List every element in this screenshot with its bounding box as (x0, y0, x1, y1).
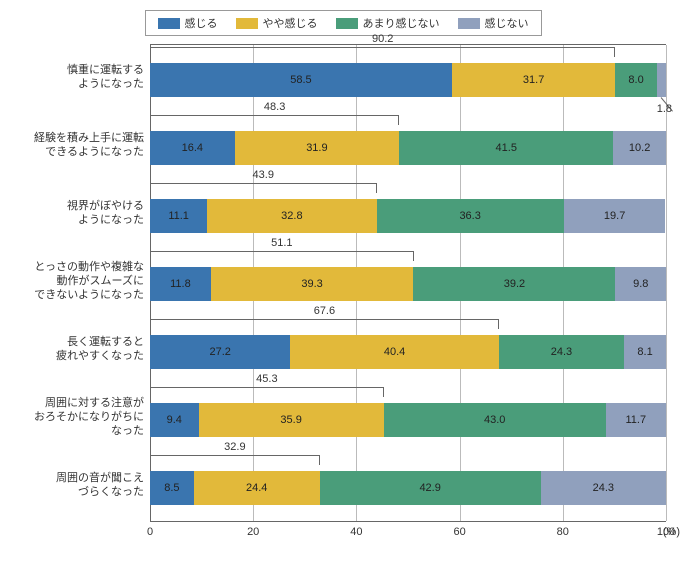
bar-row: 32.98.524.442.924.3 (150, 453, 666, 521)
bar-row: 43.911.132.836.319.7 (150, 181, 666, 249)
sum-bracket (150, 455, 320, 465)
bar-segment: 58.5 (150, 63, 452, 97)
sum-bracket (150, 115, 399, 125)
bar-segment: 19.7 (564, 199, 666, 233)
sum-bracket-label: 43.9 (253, 169, 274, 181)
gridline (666, 45, 667, 521)
bar-segment: 9.8 (615, 267, 666, 301)
stacked-bar: 16.431.941.510.2 (150, 131, 666, 165)
category-label: 慎重に運転するようになった (20, 44, 150, 112)
sum-bracket (150, 251, 414, 261)
bar-segment: 9.4 (150, 403, 199, 437)
bar-segment: 39.2 (413, 267, 615, 301)
bar-segment: 24.4 (194, 471, 320, 505)
category-label: 長く運転すると疲れやすくなった (20, 316, 150, 384)
legend-item: 感じる (158, 15, 218, 31)
bar-segment: 36.3 (377, 199, 564, 233)
bar-segment: 41.5 (399, 131, 613, 165)
stacked-bar: 27.240.424.38.1 (150, 335, 666, 369)
sum-bracket (150, 47, 615, 57)
legend-swatch (336, 18, 358, 29)
sum-bracket-label: 67.6 (314, 305, 335, 317)
category-label: 視界がぼやけるようになった (20, 180, 150, 248)
x-tick: 60 (453, 526, 465, 538)
bar-segment: 11.8 (150, 267, 211, 301)
x-tick: 100 (657, 526, 675, 538)
x-tick: 20 (247, 526, 259, 538)
category-label: 周囲に対する注意がおろそかになりがちになった (20, 384, 150, 452)
bar-segment: 32.8 (207, 199, 376, 233)
bar-row: 51.111.839.339.29.8 (150, 249, 666, 317)
legend-swatch (158, 18, 180, 29)
bar-segment: 8.1 (624, 335, 666, 369)
bar-segment: 16.4 (150, 131, 235, 165)
x-tick: 80 (557, 526, 569, 538)
bar-segment: 11.1 (150, 199, 207, 233)
sum-bracket-label: 51.1 (271, 237, 292, 249)
legend-item: あまり感じない (336, 15, 440, 31)
bar-row: 67.627.240.424.38.1 (150, 317, 666, 385)
bars-area: 90.258.531.78.01.848.316.431.941.510.243… (150, 44, 666, 522)
sum-bracket-label: 45.3 (256, 373, 277, 385)
bar-segment: 31.9 (235, 131, 400, 165)
bar-segment: 24.3 (541, 471, 666, 505)
sum-bracket (150, 319, 499, 329)
bar-segment: 39.3 (211, 267, 414, 301)
category-label: 周囲の音が聞こえづらくなった (20, 452, 150, 520)
sum-bracket (150, 183, 377, 193)
stacked-bar: 11.839.339.29.8 (150, 267, 666, 301)
legend-label: あまり感じない (363, 15, 440, 31)
x-tick: 0 (147, 526, 153, 538)
category-label: とっさの動作や複雑な動作がスムーズにできないようになった (20, 248, 150, 316)
bar-segment: 11.7 (606, 403, 666, 437)
legend-label: 感じない (485, 15, 529, 31)
bar-segment: 8.0 (615, 63, 656, 97)
bar-segment: 24.3 (499, 335, 624, 369)
bar-segment: 27.2 (150, 335, 290, 369)
plot-area: 慎重に運転するようになった経験を積み上手に運転できるようになった視界がぼやけるよ… (20, 44, 666, 522)
stacked-bar: 8.524.442.924.3 (150, 471, 666, 505)
bar-segment: 31.7 (452, 63, 616, 97)
stacked-bar-chart: 感じる やや感じる あまり感じない 感じない 慎重に運転するようになった経験を積… (0, 0, 686, 571)
legend-label: 感じる (185, 15, 218, 31)
bar-segment: 35.9 (199, 403, 384, 437)
sum-bracket-label: 48.3 (264, 101, 285, 113)
x-axis: (%) 020406080100 (150, 522, 666, 546)
x-tick: 40 (350, 526, 362, 538)
legend: 感じる やや感じる あまり感じない 感じない (145, 10, 542, 36)
stacked-bar: 11.132.836.319.7 (150, 199, 666, 233)
legend-item: 感じない (458, 15, 529, 31)
legend-swatch (236, 18, 258, 29)
sum-bracket-label: 90.2 (372, 33, 393, 45)
bar-segment: 8.5 (150, 471, 194, 505)
bar-segment: 40.4 (290, 335, 498, 369)
bar-row: 48.316.431.941.510.2 (150, 113, 666, 181)
sum-bracket-label: 32.9 (224, 441, 245, 453)
legend-label: やや感じる (263, 15, 318, 31)
bar-segment: 10.2 (613, 131, 666, 165)
bar-segment: 42.9 (320, 471, 541, 505)
bar-segment: 43.0 (384, 403, 606, 437)
y-axis-labels: 慎重に運転するようになった経験を積み上手に運転できるようになった視界がぼやけるよ… (20, 44, 150, 522)
legend-swatch (458, 18, 480, 29)
sum-bracket (150, 387, 384, 397)
bar-segment (657, 63, 666, 97)
stacked-bar: 58.531.78.0 (150, 63, 666, 97)
category-label: 経験を積み上手に運転できるようになった (20, 112, 150, 180)
legend-item: やや感じる (236, 15, 318, 31)
stacked-bar: 9.435.943.011.7 (150, 403, 666, 437)
bar-row: 90.258.531.78.01.8 (150, 45, 666, 113)
